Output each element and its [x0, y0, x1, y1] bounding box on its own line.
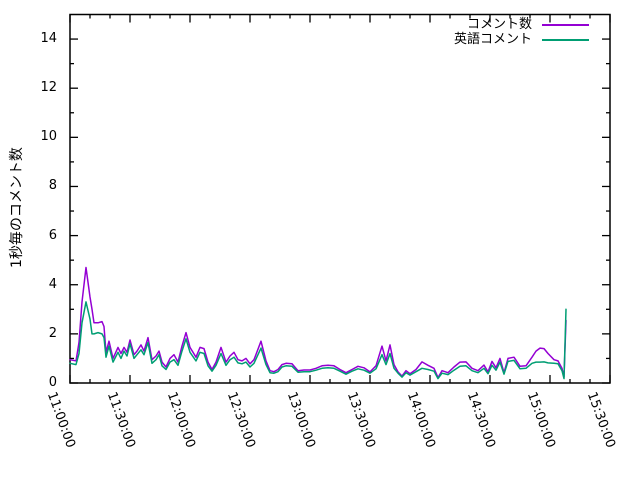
axis-ticks — [69, 14, 611, 384]
plot-border — [69, 13, 611, 384]
legend-row-english-comments: 英語コメント — [454, 32, 589, 47]
y-tick-label: 10 — [40, 129, 57, 145]
y-tick-label: 0 — [48, 375, 57, 390]
legend-line-sample-english-comments — [542, 38, 589, 41]
legend: コメント数 英語コメント — [454, 17, 589, 47]
y-tick-label: 6 — [48, 227, 57, 243]
y-tick-label: 8 — [48, 178, 57, 194]
y-tick-label: 12 — [40, 80, 57, 96]
y-tick-label: 2 — [48, 325, 57, 341]
legend-row-comments: コメント数 — [454, 17, 589, 32]
y-tick-label: 14 — [40, 31, 57, 47]
series-line-2 — [69, 301, 567, 380]
y-axis-title: 1秒毎のコメント数 — [9, 147, 25, 268]
legend-label-english-comments: 英語コメント — [453, 32, 532, 47]
legend-line-sample-comments — [542, 23, 589, 26]
y-tick-label: 4 — [48, 276, 57, 292]
series-line-1 — [69, 266, 567, 379]
legend-label-comments: コメント数 — [466, 17, 532, 32]
